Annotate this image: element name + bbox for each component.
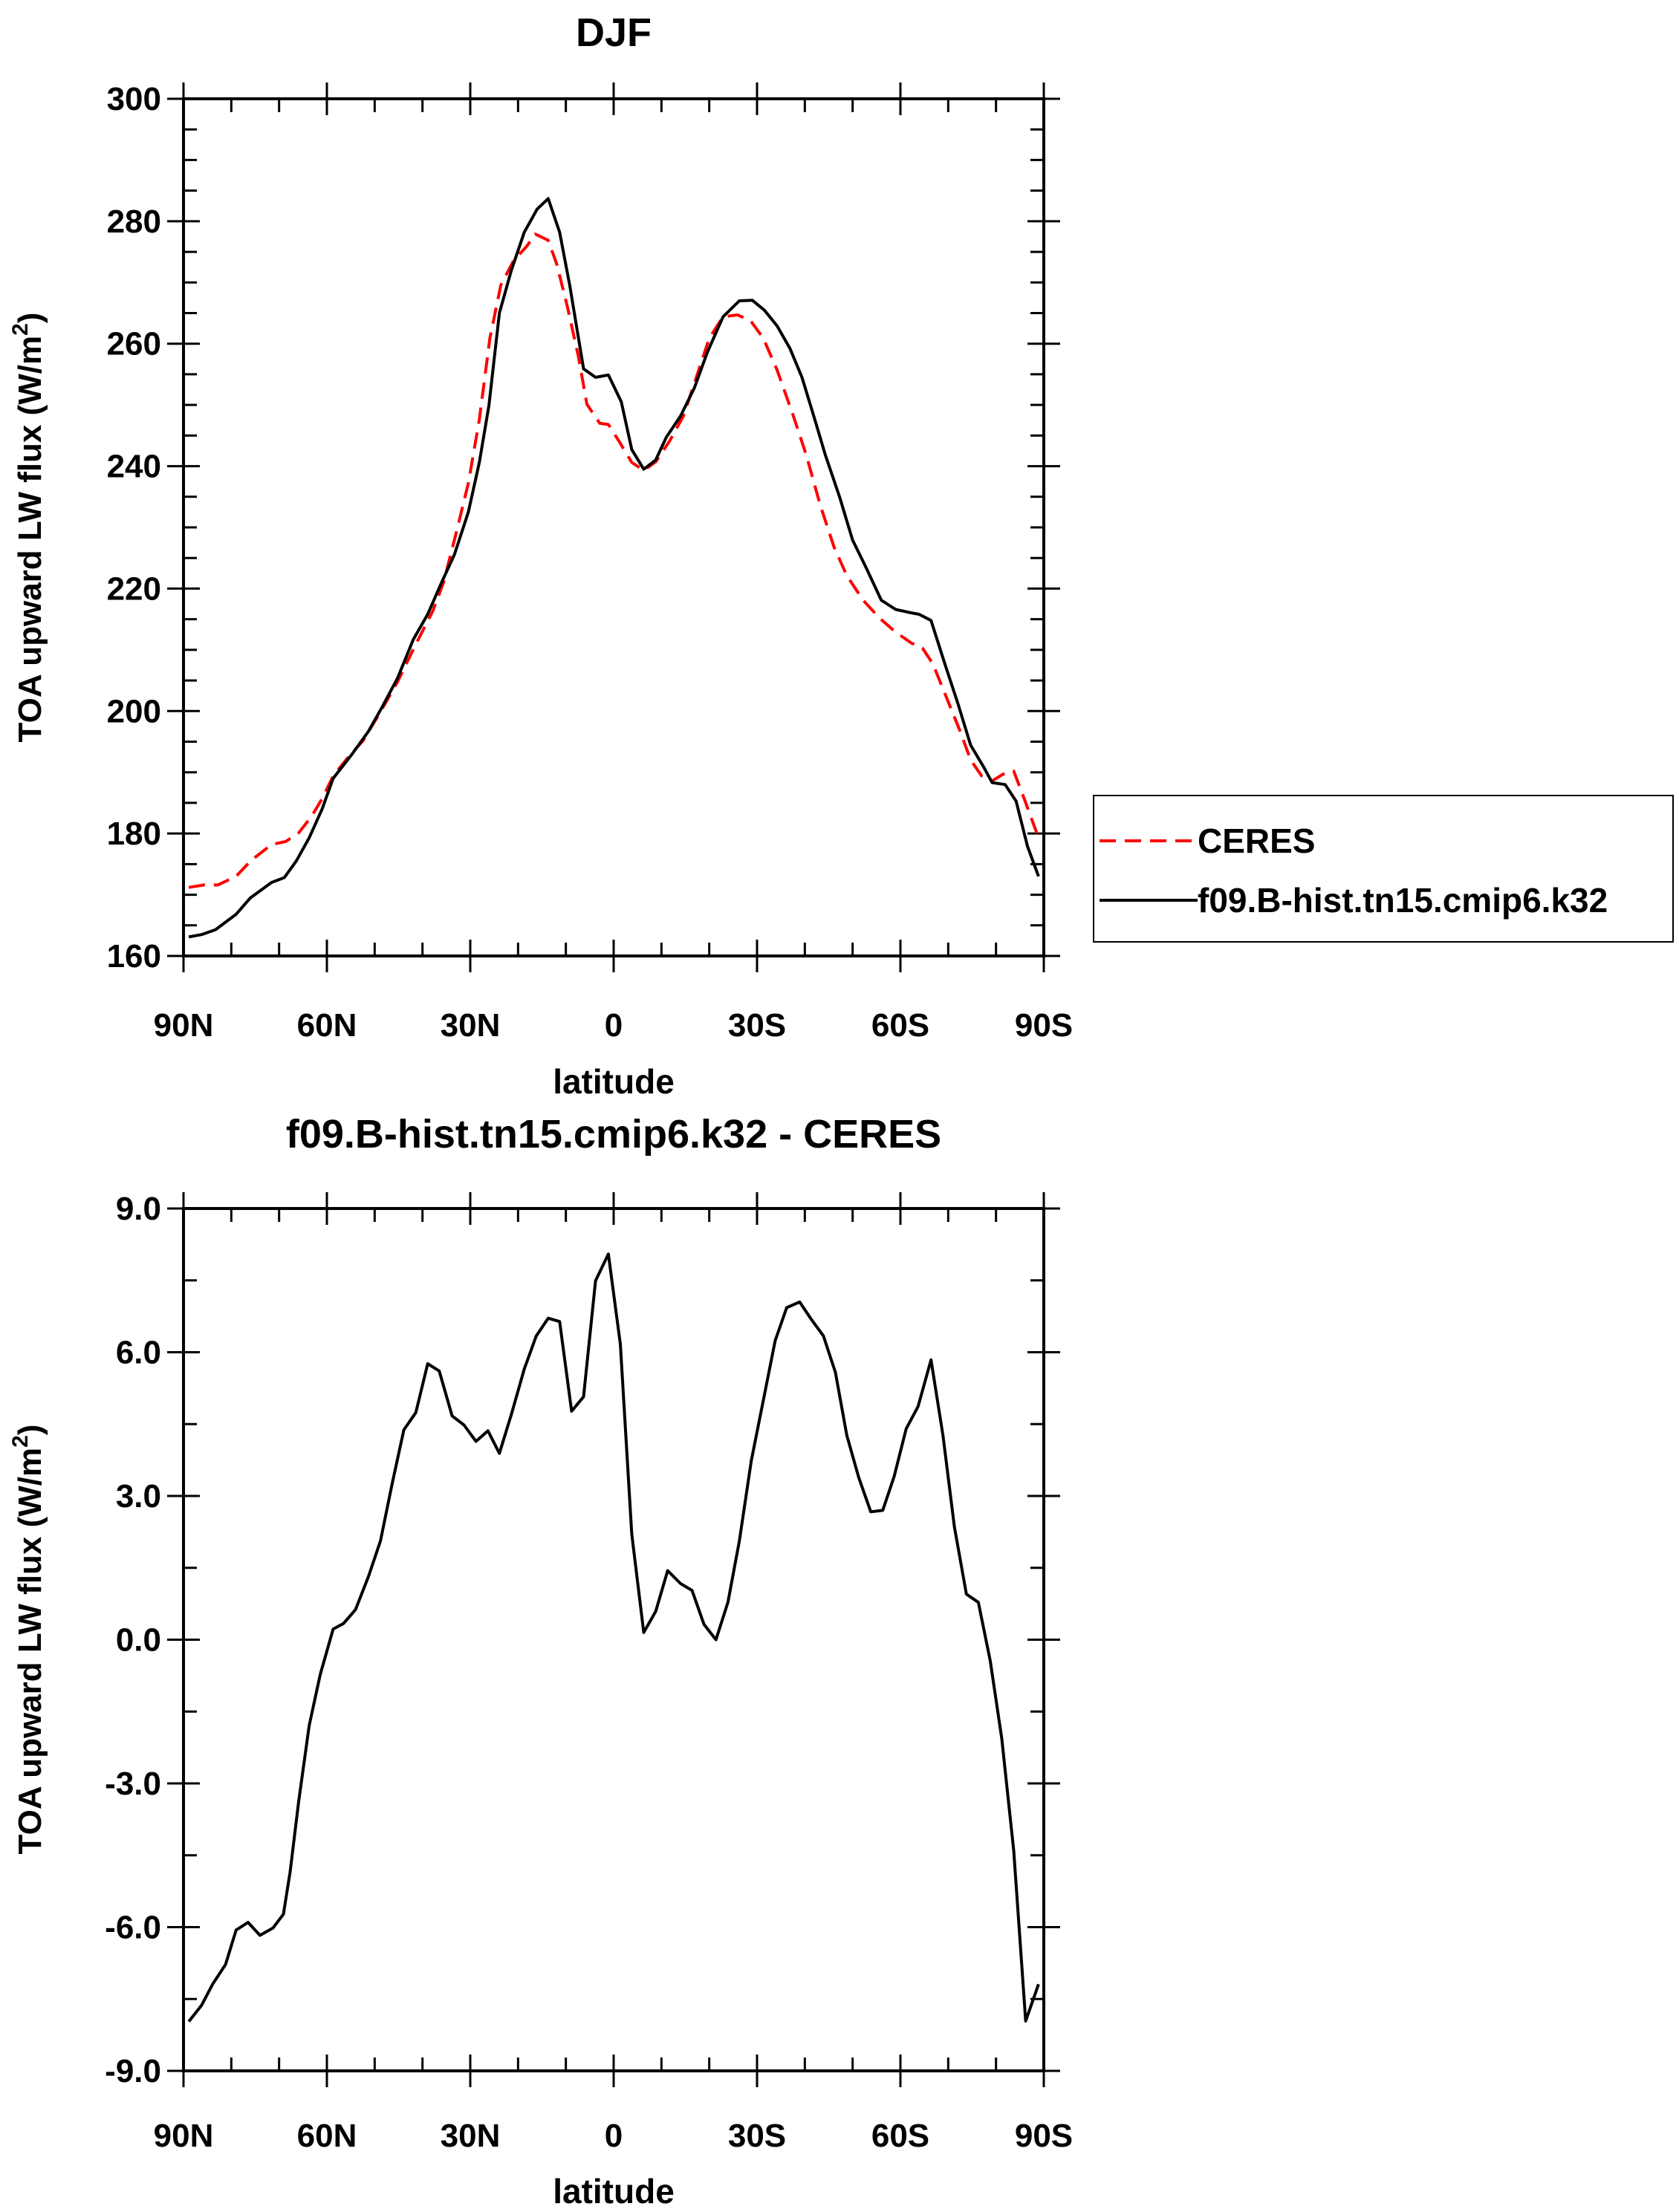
x-tick-label: 90S bbox=[1015, 1007, 1073, 1044]
legend-entry-label: CERES bbox=[1198, 822, 1315, 860]
y-tick-label: -9.0 bbox=[105, 2053, 161, 2089]
x-tick-label: 90N bbox=[154, 2118, 214, 2154]
x-tick-label: 90S bbox=[1015, 2118, 1073, 2154]
legend: CERES f09.B-hist.tn15.cmip6.k32 bbox=[1093, 795, 1674, 943]
plot-panel-2: f09.B-hist.tn15.cmip6.k32 - CERES 90N 60N 3… bbox=[8, 1112, 1073, 2211]
y-axis-label: TOA upward LW flux (W/m2) bbox=[8, 1425, 48, 1855]
x-tick-label: 60S bbox=[871, 1007, 929, 1044]
y-tick-label: 280 bbox=[107, 204, 161, 240]
x-tick-label: 30S bbox=[728, 2118, 786, 2154]
y-tick-label: 300 bbox=[107, 81, 161, 117]
y-axis-label: TOA upward LW flux (W/m2) bbox=[8, 313, 48, 743]
x-tick-label: 30S bbox=[728, 1007, 786, 1044]
y-tick-label: 3.0 bbox=[116, 1478, 161, 1515]
x-axis-label: latitude bbox=[553, 2172, 675, 2211]
y-tick-label: -6.0 bbox=[105, 1910, 161, 1946]
x-tick-label: 30N bbox=[441, 1007, 501, 1044]
y-tick-label: 9.0 bbox=[116, 1191, 161, 1227]
series-line-f09-b-hist-tn15-cmip6-k32 bbox=[188, 197, 1040, 939]
plot-frame bbox=[182, 1207, 1045, 2072]
series-line-ceres bbox=[188, 232, 1040, 889]
y-tick-label: 260 bbox=[107, 326, 161, 362]
y-tick-label: 6.0 bbox=[116, 1335, 161, 1371]
y-axis-label-text: TOA upward LW flux (W/m bbox=[12, 336, 48, 743]
legend-box bbox=[1093, 795, 1674, 943]
y-tick-label: 240 bbox=[107, 449, 161, 485]
x-tick-label: 90N bbox=[154, 1007, 214, 1044]
x-tick-label: 0 bbox=[605, 1007, 623, 1044]
series-points bbox=[189, 1254, 1039, 2021]
chart-title: DJF bbox=[576, 10, 652, 55]
x-tick-label: 0 bbox=[605, 2118, 623, 2154]
legend-entry-label: f09.B-hist.tn15.cmip6.k32 bbox=[1198, 881, 1608, 920]
y-axis-label-text: TOA upward LW flux (W/m bbox=[12, 1448, 48, 1855]
y-tick-label: 180 bbox=[107, 816, 161, 852]
y-axis-label-end: ) bbox=[12, 313, 48, 324]
y-axis-label-superscript: 2 bbox=[8, 1435, 33, 1448]
plot-panel-1: DJF 90N 60N 30N 0 30S 60S 90S latitude 160 180 200 2… bbox=[8, 10, 1674, 1101]
x-tick-label: 60N bbox=[297, 2118, 357, 2154]
x-tick-label: 30N bbox=[441, 2118, 501, 2154]
chart-title: f09.B-hist.tn15.cmip6.k32 - CERES bbox=[286, 1112, 941, 1157]
x-tick-label: 60S bbox=[871, 2118, 929, 2154]
y-axis-label-end: ) bbox=[12, 1425, 48, 1436]
x-axis-label: latitude bbox=[553, 1062, 675, 1101]
y-tick-label: 0.0 bbox=[116, 1622, 161, 1659]
y-tick-label: -3.0 bbox=[105, 1766, 161, 1802]
series-points bbox=[189, 198, 1039, 937]
y-tick-label: 200 bbox=[107, 693, 161, 729]
y-tick-label: 160 bbox=[107, 938, 161, 975]
y-axis-label-superscript: 2 bbox=[8, 323, 33, 336]
y-tick-label: 220 bbox=[107, 570, 161, 607]
series-points bbox=[189, 234, 1039, 888]
x-tick-label: 60N bbox=[297, 1007, 357, 1044]
series-line-difference bbox=[187, 1252, 1040, 2023]
